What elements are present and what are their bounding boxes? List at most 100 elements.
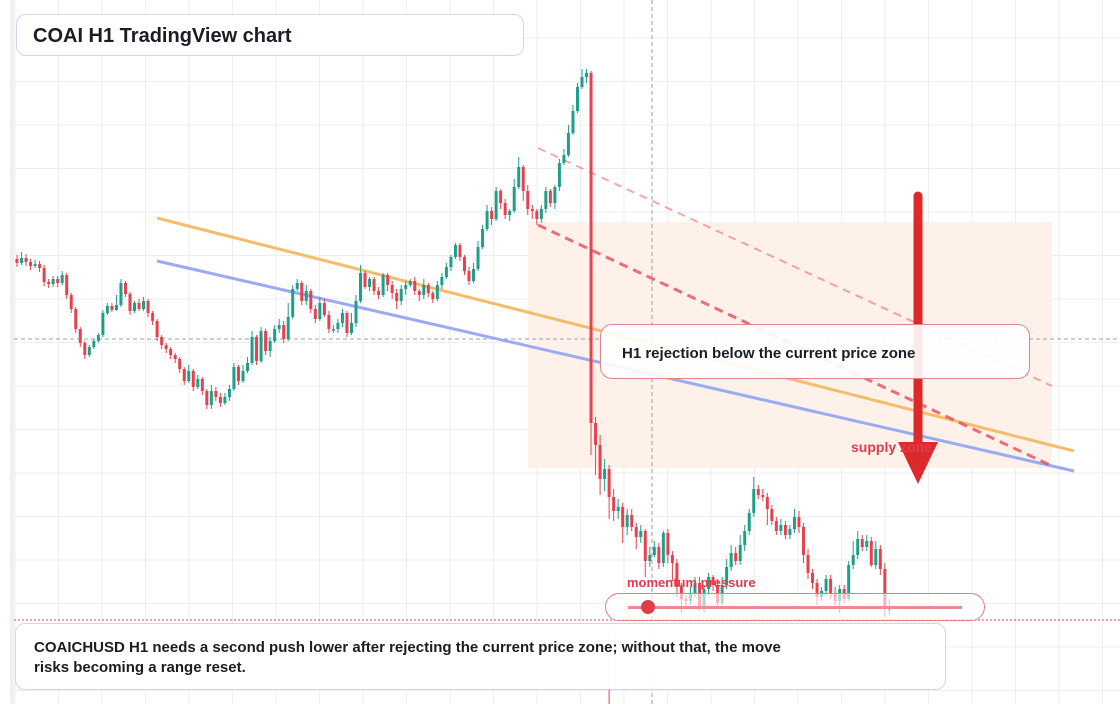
- candle-body: [359, 273, 363, 301]
- candle: [20, 252, 24, 265]
- momentum-slider-track: [628, 606, 962, 609]
- candle: [747, 509, 751, 535]
- candle-body: [517, 167, 521, 187]
- candle-body: [273, 329, 277, 341]
- momentum-label: momentum pressure: [627, 575, 756, 590]
- momentum-slider-handle[interactable]: [641, 600, 656, 614]
- candle: [824, 575, 828, 595]
- candle-body: [33, 264, 37, 266]
- candle: [345, 311, 349, 337]
- candle: [801, 523, 805, 563]
- candle: [481, 225, 485, 249]
- candle-body: [142, 301, 146, 309]
- candle: [29, 259, 33, 270]
- candle: [38, 261, 42, 272]
- candle-body: [458, 245, 462, 257]
- candle: [92, 339, 96, 349]
- candle: [47, 279, 51, 288]
- candle: [408, 279, 412, 287]
- candle-body: [92, 341, 96, 347]
- candle-body: [42, 268, 46, 282]
- candle-body: [693, 583, 697, 593]
- candle: [160, 335, 164, 349]
- candle: [133, 301, 137, 313]
- candle-body: [770, 509, 774, 521]
- candle: [517, 157, 521, 189]
- candle-body: [214, 391, 218, 397]
- candle: [404, 281, 408, 295]
- candle: [594, 417, 598, 475]
- candle: [241, 365, 245, 383]
- candle-body: [395, 293, 399, 301]
- candle-body: [621, 507, 625, 527]
- candle: [797, 511, 801, 533]
- candle: [74, 307, 78, 333]
- candle: [792, 509, 796, 533]
- candle: [372, 277, 376, 295]
- candle: [738, 535, 742, 565]
- candle: [670, 551, 674, 581]
- candle: [865, 535, 869, 551]
- momentum-slider[interactable]: [605, 593, 985, 621]
- candle-body: [282, 325, 286, 339]
- candle: [250, 331, 254, 365]
- candle: [878, 545, 882, 575]
- candle-body: [336, 323, 340, 329]
- candle-body: [490, 211, 494, 219]
- candle: [530, 205, 534, 219]
- candle-body: [553, 187, 557, 203]
- candle-body: [386, 275, 390, 285]
- supply-zone-label: supply zone: [851, 439, 932, 455]
- candle-body: [123, 283, 127, 294]
- candle: [562, 149, 566, 165]
- candle-body: [661, 533, 665, 563]
- candle: [711, 575, 715, 591]
- candle-body: [101, 313, 105, 335]
- candle: [214, 387, 218, 401]
- candle: [643, 529, 647, 577]
- candle: [508, 209, 512, 221]
- candle: [539, 205, 543, 223]
- candle: [377, 287, 381, 299]
- candle: [607, 465, 611, 519]
- candle: [598, 435, 602, 495]
- candle: [78, 327, 82, 347]
- candle-body: [472, 269, 476, 281]
- candle-body: [670, 555, 674, 563]
- candle-body: [512, 187, 516, 211]
- candle-body: [322, 303, 326, 315]
- candle: [322, 299, 326, 317]
- candle: [65, 273, 69, 299]
- candle: [191, 369, 195, 391]
- candle: [458, 243, 462, 261]
- analysis-note-text: COAICHUSD H1 needs a second push lower a…: [34, 639, 781, 676]
- candle-body: [779, 525, 783, 531]
- candle-body: [571, 111, 575, 133]
- candle: [761, 489, 765, 501]
- candle: [218, 393, 222, 407]
- down-arrow-head-icon: [898, 442, 938, 484]
- chart-title: COAI H1 TradingView chart: [33, 25, 292, 47]
- candle: [490, 207, 494, 225]
- candle-body: [562, 155, 566, 163]
- candle-body: [539, 209, 543, 219]
- candle: [331, 325, 335, 333]
- candle: [426, 283, 430, 297]
- candle-body: [612, 497, 616, 511]
- candle-body: [164, 345, 168, 349]
- candle-body: [381, 275, 385, 295]
- candle: [413, 277, 417, 295]
- candle: [359, 265, 363, 303]
- candle: [368, 277, 372, 291]
- candle: [286, 303, 290, 341]
- candle: [151, 311, 155, 325]
- faint-resistance-line[interactable]: [537, 147, 1053, 387]
- candle-body: [851, 555, 855, 565]
- candle-body: [666, 533, 670, 555]
- candle-body: [38, 264, 42, 268]
- candle: [770, 505, 774, 525]
- candle-body: [639, 531, 643, 537]
- dashed-resistance-line[interactable]: [537, 223, 1053, 468]
- candle-body: [259, 331, 263, 361]
- candle-body: [603, 469, 607, 479]
